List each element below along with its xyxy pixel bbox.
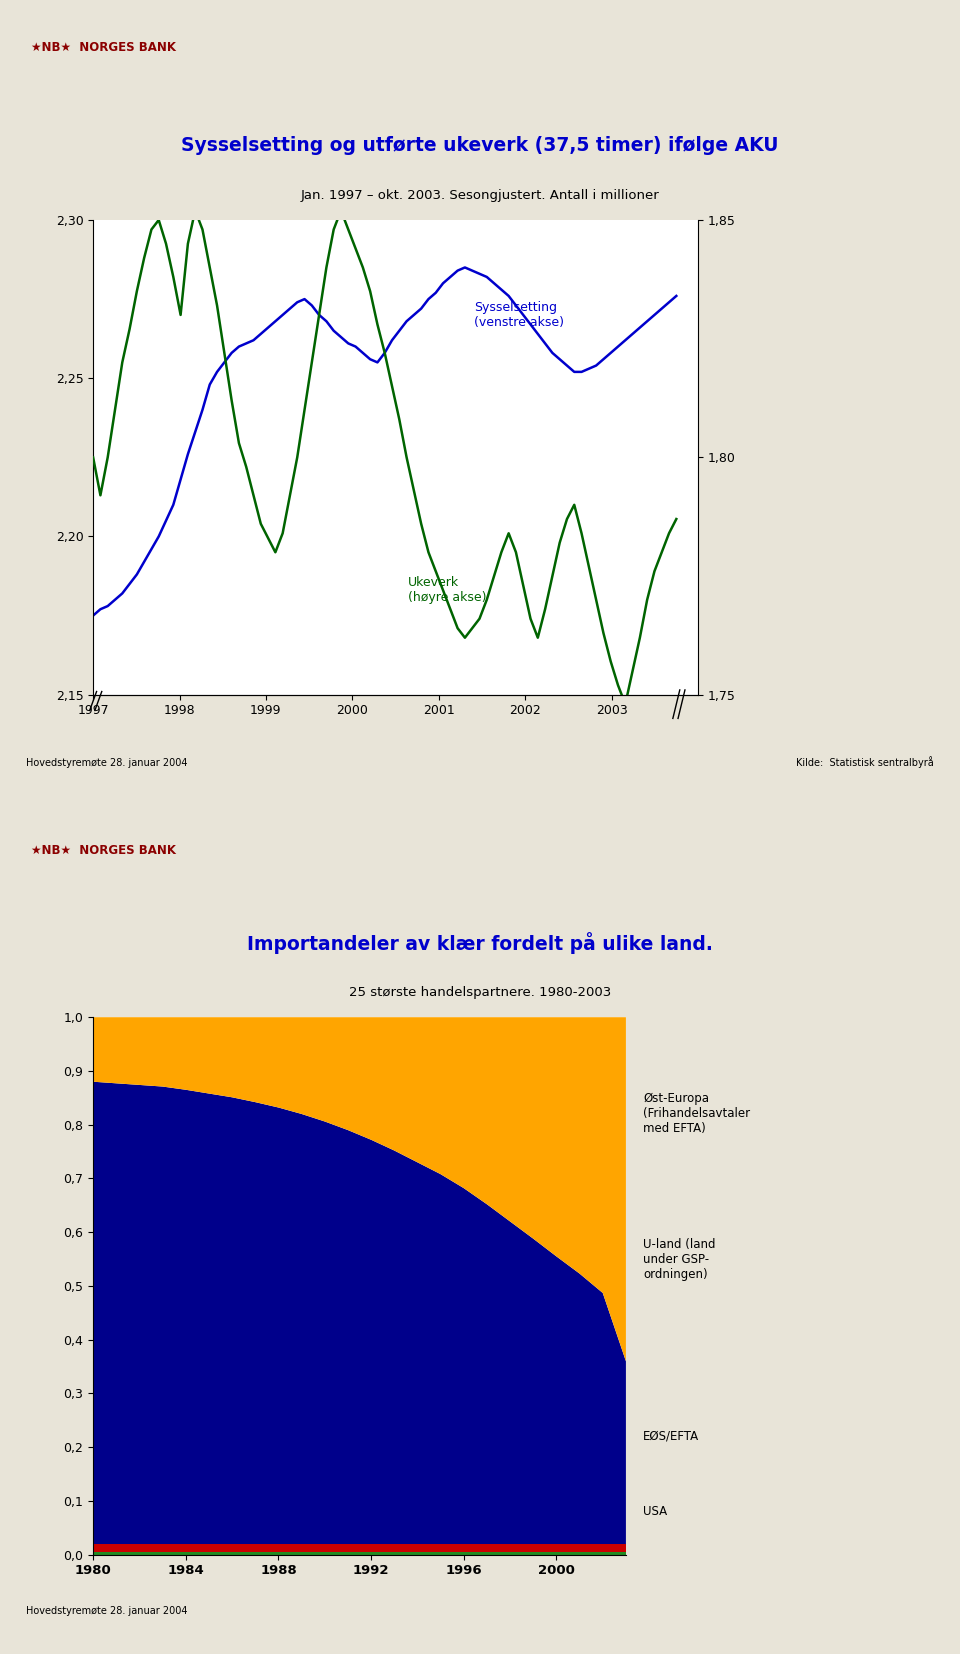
Text: Hovedstyremøte 28. januar 2004: Hovedstyremøte 28. januar 2004 xyxy=(26,1606,187,1616)
Text: USA: USA xyxy=(643,1505,667,1518)
Text: ★NB★  NORGES BANK: ★NB★ NORGES BANK xyxy=(31,41,176,55)
Text: Sysselsetting
(venstre akse): Sysselsetting (venstre akse) xyxy=(474,301,564,329)
Text: Importandeler av klær fordelt på ulike land.: Importandeler av klær fordelt på ulike l… xyxy=(247,931,713,954)
Text: Kilde:  Statistisk sentralbyrå: Kilde: Statistisk sentralbyrå xyxy=(797,756,934,767)
Text: U-land (land
under GSP-
ordningen): U-land (land under GSP- ordningen) xyxy=(643,1237,716,1280)
Text: ★NB★  NORGES BANK: ★NB★ NORGES BANK xyxy=(31,844,176,857)
Text: Sysselsetting og utførte ukeverk (37,5 timer) ifølge AKU: Sysselsetting og utførte ukeverk (37,5 t… xyxy=(181,136,779,155)
Text: Ukeverk
(høyre akse): Ukeverk (høyre akse) xyxy=(408,576,486,604)
Text: Jan. 1997 – okt. 2003. Sesongjustert. Antall i millioner: Jan. 1997 – okt. 2003. Sesongjustert. An… xyxy=(300,189,660,202)
Text: Øst-Europa
(Frihandelsavtaler
med EFTA): Øst-Europa (Frihandelsavtaler med EFTA) xyxy=(643,1093,751,1135)
Text: Hovedstyremøte 28. januar 2004: Hovedstyremøte 28. januar 2004 xyxy=(26,758,187,767)
Text: 25 største handelspartnere. 1980-2003: 25 største handelspartnere. 1980-2003 xyxy=(348,986,612,999)
Text: EØS/EFTA: EØS/EFTA xyxy=(643,1431,699,1442)
